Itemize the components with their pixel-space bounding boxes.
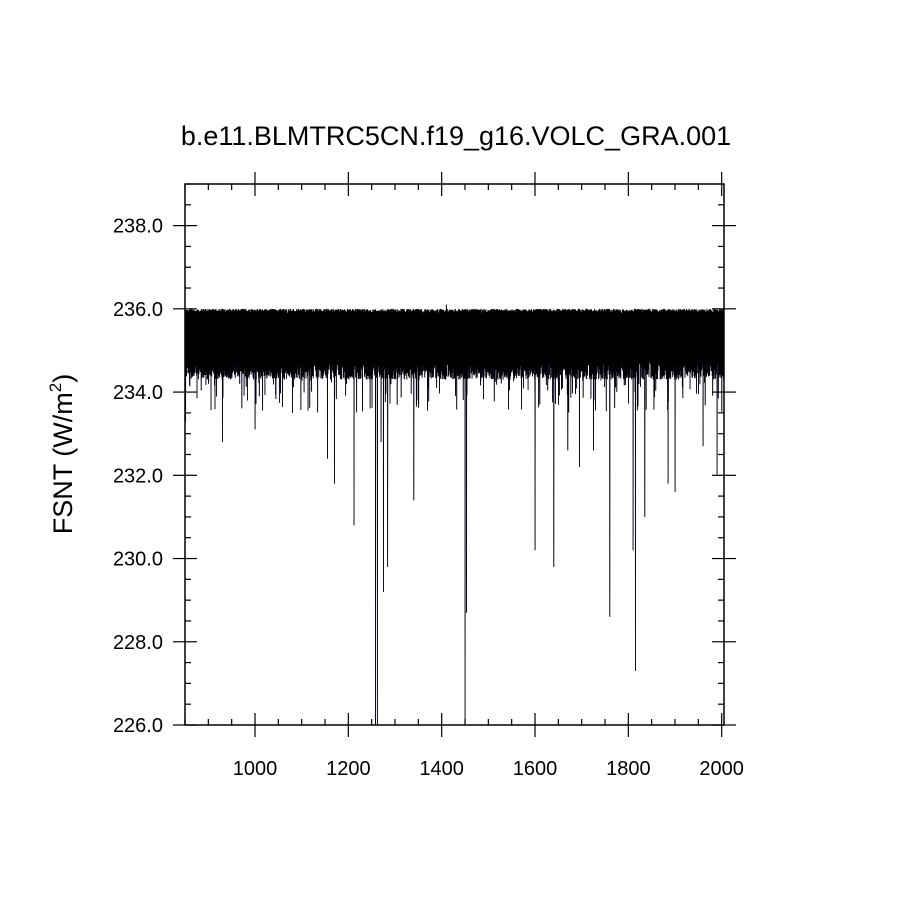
chart-title: b.e11.BLMTRC5CN.f19_g16.VOLC_GRA.001 [181,121,731,151]
y-tick-label: 234.0 [113,382,163,404]
x-axis-ticks: 1000 1200 1400 1600 1800 2000 [184,172,744,780]
y-axis-ticks: 226.0 228.0 230.0 232.0 234.0 236.0 238.0 [113,183,736,737]
y-tick-label: 226.0 [113,715,163,737]
y-axis-label: FSNT (W/m2) [46,374,78,534]
plot-frame [184,183,725,726]
x-tick-label: 1800 [606,758,651,780]
y-tick-label: 238.0 [113,216,163,238]
x-tick-label: 1400 [419,758,464,780]
y-axis-label-superscript: 2 [46,383,65,392]
y-tick-label: 230.0 [113,549,163,571]
y-tick-label: 236.0 [113,299,163,321]
x-tick-label: 2000 [699,758,744,780]
series-line [185,304,724,725]
y-tick-label: 232.0 [113,465,163,487]
x-tick-label: 1600 [513,758,558,780]
y-tick-label: 228.0 [113,632,163,654]
y-axis-label-base: FSNT (W/m [48,392,78,534]
y-axis-label-close: ) [48,374,78,383]
x-tick-label: 1200 [326,758,371,780]
series-line-group [185,304,724,725]
x-tick-label: 1000 [233,758,278,780]
